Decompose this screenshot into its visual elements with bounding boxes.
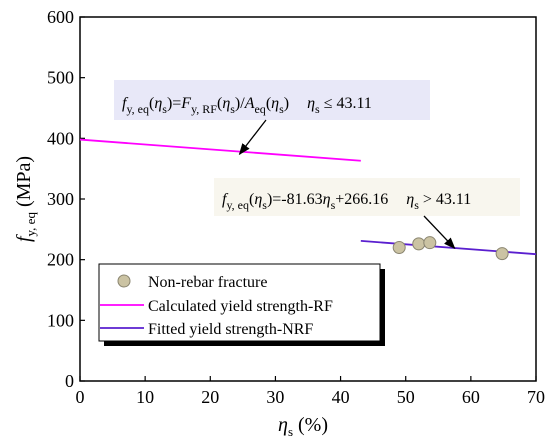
x-tick-label: 20 <box>201 387 219 407</box>
legend-label-non-rebar-fracture: Non-rebar fracture <box>148 274 267 291</box>
annotation-nrf-arrow <box>423 215 456 250</box>
data-point-2 <box>423 236 437 250</box>
series-points <box>392 236 509 261</box>
data-point-0 <box>392 241 406 255</box>
y-tick-label: 100 <box>47 310 74 330</box>
x-tick-label: 30 <box>266 387 284 407</box>
annotation-nrf-box <box>214 178 520 216</box>
legend-label-calculated-rf: Calculated yield strength-RF <box>148 298 333 315</box>
series-line-1 <box>79 138 361 162</box>
x-axis-label: ηs (%) <box>278 414 328 439</box>
x-axis: 0 10 20 30 40 50 60 70 <box>76 376 545 407</box>
annotation-rf-box <box>114 80 430 120</box>
x-tick-label: 40 <box>332 387 350 407</box>
series-line-2 <box>360 239 537 256</box>
y-tick-label: 600 <box>47 7 74 27</box>
x-tick-label: 50 <box>397 387 415 407</box>
x-tick-label: 60 <box>462 387 480 407</box>
annotation-nrf-text: fy, eq(ηs)=-81.63ηs+266.16 ηs > 43.11 <box>222 191 471 212</box>
y-axis: 0 100 200 300 400 500 600 <box>47 7 85 391</box>
x-tick-label: 70 <box>527 387 545 407</box>
annotation-nrf-equation: fy, eq(ηs)=-81.63ηs+266.16 ηs > 43.11 <box>214 178 520 250</box>
y-tick-label: 500 <box>47 68 74 88</box>
legend: Non-rebar fracture Calculated yield stre… <box>98 263 385 346</box>
data-point-1 <box>412 237 426 251</box>
annotation-rf-text: fy, eq(ηs)=Fy, RF(ηs)/Aeq(ηs) ηs ≤ 43.11 <box>122 95 372 116</box>
y-axis-label: fy, eq (MPa) <box>13 156 38 242</box>
x-tick-label: 10 <box>136 387 154 407</box>
y-tick-label: 300 <box>47 189 74 209</box>
y-tick-label: 200 <box>47 250 74 270</box>
legend-marker-non-rebar-fracture <box>117 274 131 288</box>
legend-label-fitted-nrf: Fitted yield strength-NRF <box>148 321 313 338</box>
legend-box <box>98 263 381 342</box>
y-tick-label: 400 <box>47 128 74 148</box>
y-tick-label: 0 <box>65 371 74 391</box>
data-point-3 <box>495 247 509 261</box>
annotation-rf-equation: fy, eq(ηs)=Fy, RF(ηs)/Aeq(ηs) ηs ≤ 43.11 <box>114 80 430 156</box>
annotation-rf-arrow <box>238 119 267 156</box>
x-tick-label: 0 <box>76 387 85 407</box>
